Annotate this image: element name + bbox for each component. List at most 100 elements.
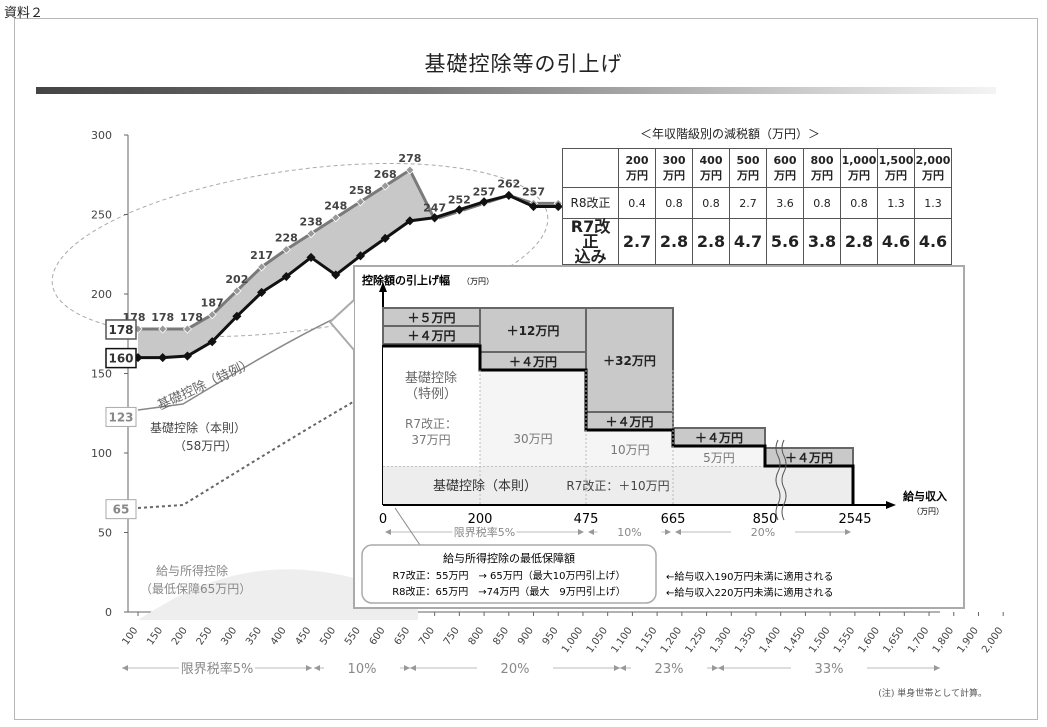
bracket-arrow-left (718, 665, 724, 671)
header-amount: 400 (699, 154, 723, 167)
bracket-arrow-left (620, 665, 626, 671)
point-label: 278 (398, 152, 421, 165)
header-unit: 万円 (848, 169, 870, 182)
min-title: 給与所得控除の最低保障額 (443, 551, 575, 565)
bracket-label-bg (477, 659, 553, 677)
r7-line-point (182, 351, 193, 361)
bracket-arrow-right (934, 665, 940, 671)
header-amount: 1,500 (878, 154, 914, 167)
r7-line-point (355, 251, 366, 261)
r7-value-cell: 4.6 (877, 218, 915, 265)
inset-x-arrow (886, 501, 896, 509)
inset-x-tick: 200 (468, 512, 493, 527)
r7-value-cell: 5.6 (766, 218, 804, 265)
inset-x-tick: 475 (574, 512, 599, 527)
increase-box-label: ＋32万円 (603, 354, 656, 368)
header-amount: 1,000 (841, 154, 877, 167)
point-label: 252 (448, 193, 471, 206)
x-tick-label: 900 (516, 625, 536, 647)
bracket-arrow-right (306, 665, 312, 671)
r7-line-point (504, 190, 514, 200)
r7-row-label: R7改正 込み (562, 217, 619, 265)
min-r7: R7改正：55万円 → 65万円（最大10万円引上げ） (392, 569, 625, 582)
bracket-label: 33% (815, 662, 844, 677)
point-label: 257 (473, 185, 496, 198)
y-tick-label: 0 (105, 606, 112, 619)
bracket-arrow-left (410, 665, 416, 671)
inset-bracket-label: 20% (751, 526, 775, 539)
bracket-arrow-right (614, 665, 620, 671)
table-header-cell: 2,000 万円 (914, 148, 952, 188)
apply-r7: ←給与収入190万円未満に適用される (666, 570, 833, 583)
x-tick-label: 1,100 (609, 625, 634, 655)
tax-reduction-table: 200 万円 300 万円 400 万円 500 万円 600 万円 800 万円 1,000 万円 1,5… (562, 148, 952, 265)
inset-bracket-bg (597, 525, 662, 539)
x-tick-label: 800 (467, 625, 487, 647)
r8-value-cell: 3.6 (766, 187, 804, 219)
level-label: 65 (113, 503, 130, 517)
point-label: 268 (374, 168, 397, 181)
x-tick-label: 1,300 (708, 625, 733, 655)
inset-honsoku: 基礎控除（本則） (433, 479, 537, 494)
point-label: 202 (225, 273, 248, 286)
x-tick-label: 450 (294, 625, 314, 647)
r8-line-point (281, 244, 291, 255)
r7-value-cell: 2.8 (840, 218, 878, 265)
r8-line-point (158, 324, 168, 334)
point-label: 238 (300, 216, 323, 229)
document-frame (14, 18, 1038, 720)
table-corner (562, 148, 619, 188)
inset-y-arrow (379, 282, 387, 292)
increase-box-label: ＋４万円 (605, 415, 653, 429)
point-label: 257 (522, 185, 545, 198)
header-unit: 万円 (626, 169, 648, 182)
inset-r7-2: 37万円 (411, 433, 450, 447)
honsoku-band (383, 466, 853, 504)
table-header-cell: 300 万円 (655, 148, 693, 188)
honsoku-label-2: （58万円） (174, 439, 237, 453)
tokurei-area-200 (383, 346, 480, 466)
axis-break-1 (775, 439, 781, 521)
r7-line-point (380, 233, 390, 243)
inset-bracket-right (578, 529, 584, 535)
tokurei-area-665 (586, 430, 673, 466)
kyuyo-label-1: 給与所得控除 (156, 563, 228, 578)
x-tick-label: 300 (219, 625, 239, 647)
bracket-label: 20% (501, 662, 530, 677)
level-box (105, 406, 137, 427)
header-unit: 万円 (737, 169, 759, 182)
bracket-arrow-left (314, 665, 320, 671)
document-label: 資料２ (4, 6, 44, 21)
r7-line-point (306, 252, 316, 262)
inset-x-tick: 665 (661, 512, 686, 527)
point-label: 178 (180, 311, 203, 324)
r7-line-point (331, 270, 341, 280)
inset-bracket-left (675, 529, 681, 535)
r8-value-cell: 2.7 (729, 187, 767, 219)
r8-line-point (306, 229, 316, 239)
y-tick-label: 200 (91, 288, 112, 301)
r7-line (138, 193, 559, 360)
table-header-cell: 1,500 万円 (877, 148, 915, 188)
r8-line-point (257, 262, 267, 272)
y-tick-label: 100 (91, 447, 112, 460)
inset-bracket-label: 限界税率5% (454, 525, 515, 539)
r8-value-cell: 0.8 (692, 187, 730, 219)
r7-label-line1: R7改正 (570, 217, 611, 251)
y-tick-label: 150 (91, 368, 112, 381)
inset-30: 30万円 (513, 432, 552, 446)
level-label: 123 (108, 410, 133, 424)
point-label: 258 (349, 184, 372, 197)
r8-value-cell: 1.3 (877, 187, 915, 219)
inset-5: 5万円 (703, 451, 735, 465)
bracket-arrow-left (122, 665, 128, 671)
r7-value-cell: 2.7 (618, 218, 656, 265)
bracket-label-bg (179, 659, 255, 677)
min-box-pointer (394, 507, 421, 546)
x-tick-label: 650 (392, 625, 412, 647)
x-tick-label: 1,600 (857, 625, 882, 655)
inset-axis-unit: （万円） (462, 277, 494, 286)
inset-x-unit: （万円） (912, 507, 944, 516)
header-amount: 800 (810, 154, 834, 167)
table-header-cell: 400 万円 (692, 148, 730, 188)
